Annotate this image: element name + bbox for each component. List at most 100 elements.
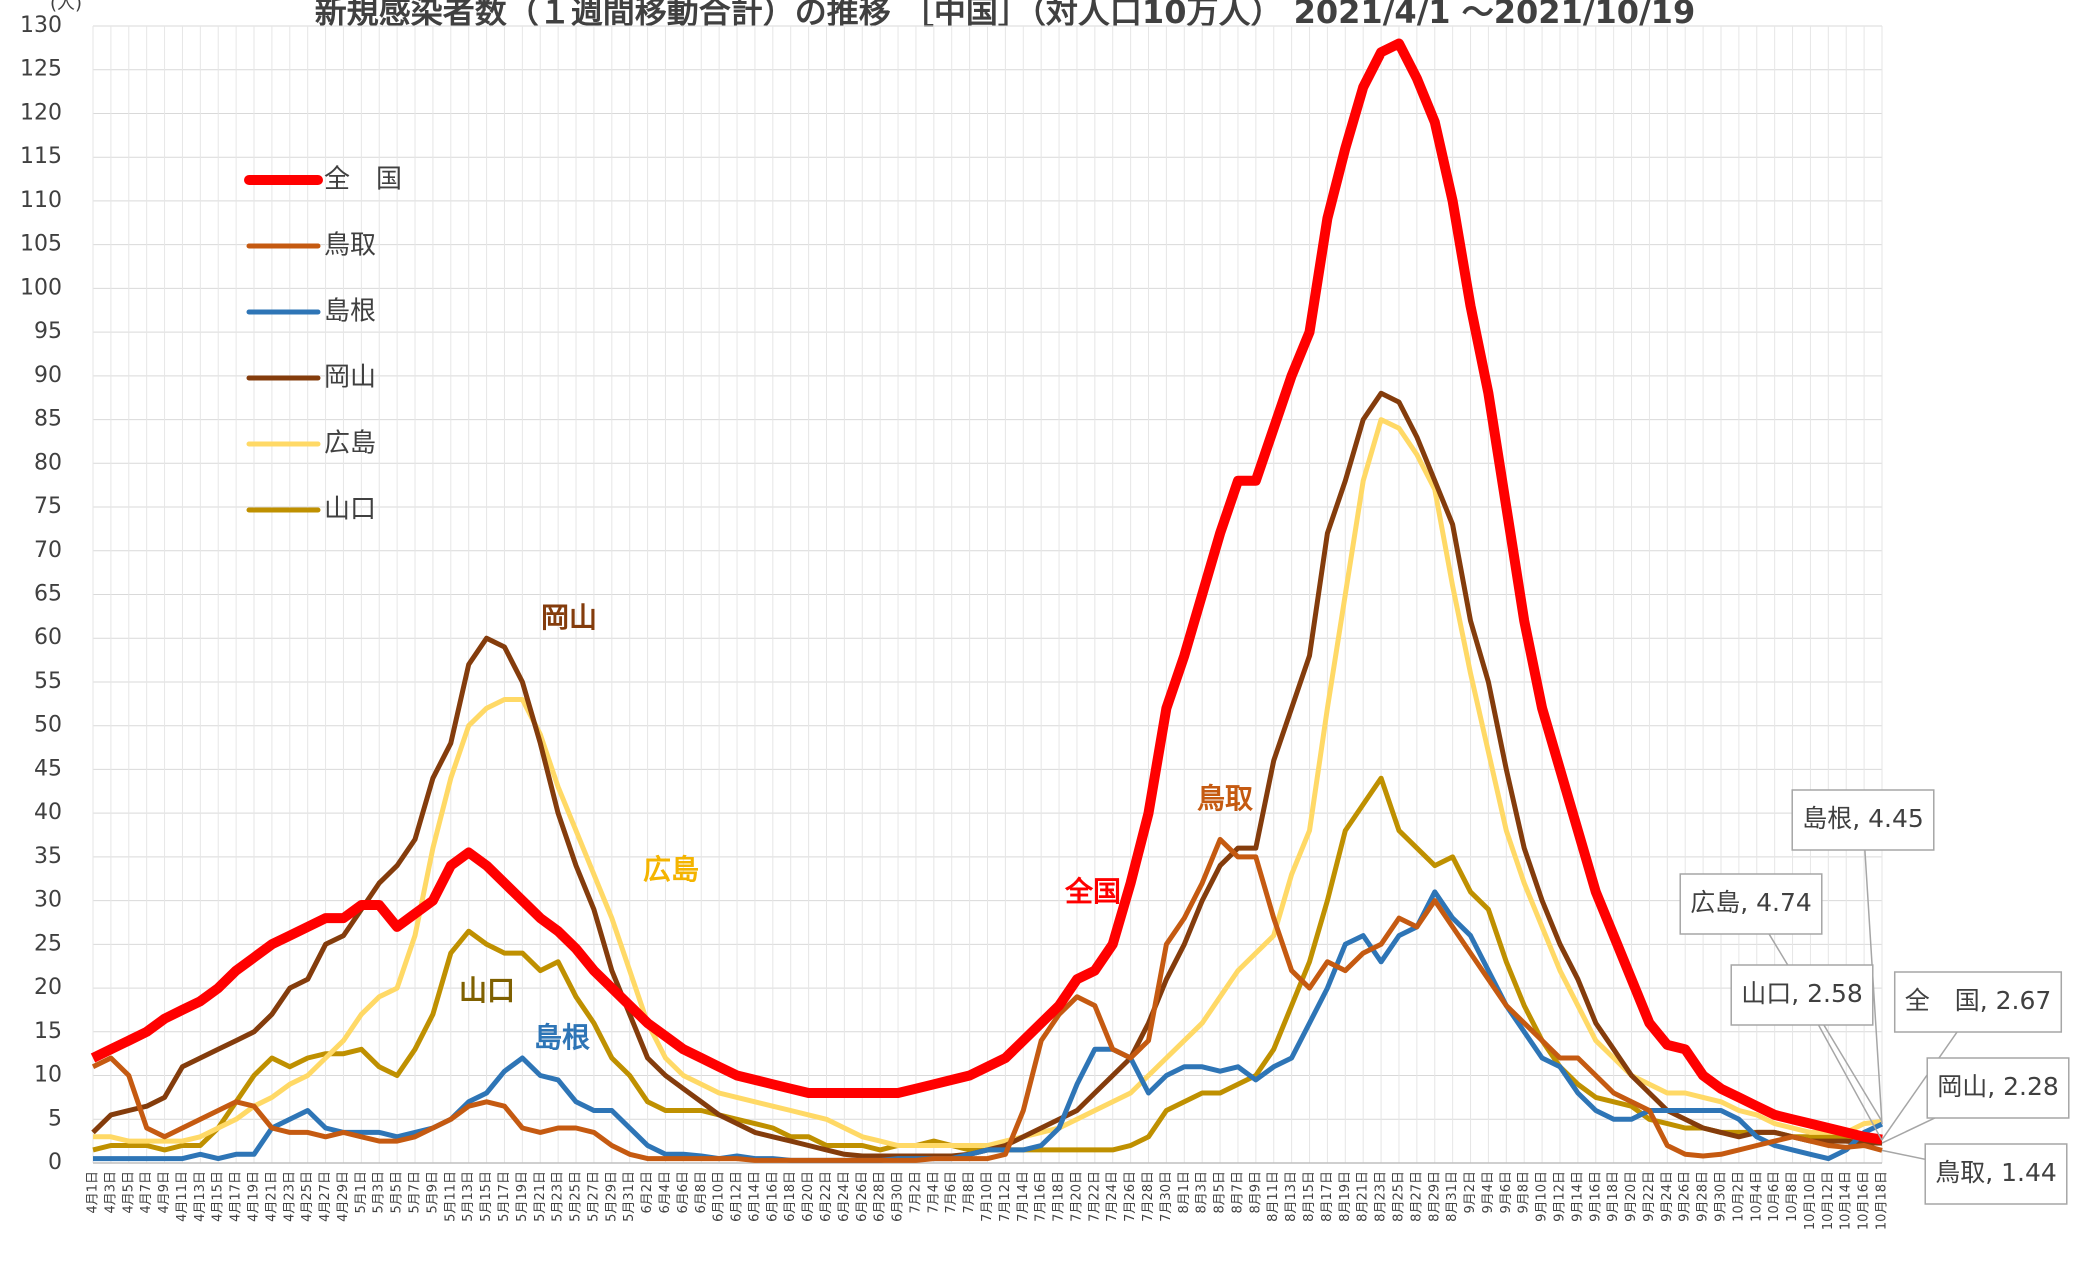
- x-tick-label: 10月4日: [1749, 1171, 1764, 1222]
- x-tick-label: 5月5日: [390, 1171, 405, 1214]
- y-tick-label: 65: [34, 582, 62, 607]
- y-tick-label: 90: [34, 363, 62, 388]
- y-tick-label: 115: [20, 144, 62, 169]
- x-tick-label: 7月22日: [1087, 1171, 1102, 1222]
- x-tick-label: 7月20日: [1069, 1171, 1084, 1222]
- y-axis-label: (人): [50, 0, 82, 14]
- x-tick-label: 8月13日: [1284, 1171, 1299, 1222]
- y-tick-label: 80: [34, 450, 62, 475]
- x-tick-label: 5月23日: [551, 1171, 566, 1222]
- y-tick-label: 40: [34, 800, 62, 825]
- series-line: [93, 889, 1884, 1163]
- y-tick-label: 75: [34, 494, 62, 519]
- annotation: 島根: [534, 1021, 590, 1054]
- x-tick-label: 8月1日: [1177, 1171, 1192, 1214]
- x-tick-label: 7月2日: [908, 1171, 923, 1214]
- x-tick-label: 7月16日: [1034, 1171, 1049, 1222]
- x-tick-label: 4月7日: [139, 1171, 154, 1214]
- x-tick-label: 9月26日: [1678, 1171, 1693, 1222]
- annotation: 岡山: [541, 601, 597, 634]
- x-tick-label: 9月20日: [1624, 1171, 1639, 1222]
- series-line: [93, 417, 1883, 1148]
- callout-label: 岡山, 2.28: [1937, 1072, 2059, 1101]
- x-tick-label: 8月15日: [1302, 1171, 1317, 1222]
- legend-label: 岡山: [324, 363, 376, 393]
- x-tick-label: 5月25日: [569, 1171, 584, 1222]
- x-tick-label: 10月18日: [1875, 1171, 1890, 1230]
- y-tick-label: 45: [34, 756, 62, 781]
- x-tick-label: 6月20日: [801, 1171, 816, 1222]
- x-tick-label: 10月2日: [1731, 1171, 1746, 1222]
- y-tick-label: 10: [34, 1063, 62, 1088]
- x-tick-label: 8月25日: [1391, 1171, 1406, 1222]
- y-tick-label: 110: [20, 188, 62, 213]
- x-tick-label: 8月31日: [1445, 1171, 1460, 1222]
- x-tick-label: 6月4日: [658, 1171, 673, 1214]
- x-tick-label: 5月21日: [533, 1171, 548, 1222]
- y-tick-label: 20: [34, 975, 62, 1000]
- x-tick-label: 10月12日: [1821, 1171, 1836, 1230]
- x-tick-label: 7月14日: [1016, 1171, 1031, 1222]
- y-tick-label: 125: [20, 57, 62, 82]
- y-tick-label: 25: [34, 931, 62, 956]
- x-tick-label: 6月6日: [676, 1171, 691, 1214]
- y-tick-label: 105: [20, 232, 62, 257]
- x-tick-label: 6月30日: [891, 1171, 906, 1222]
- x-tick-label: 9月16日: [1588, 1171, 1603, 1222]
- y-tick-label: 35: [34, 844, 62, 869]
- legend-label: 広島: [324, 429, 376, 459]
- x-tick-label: 5月15日: [479, 1171, 494, 1222]
- annotation: 全国: [1064, 875, 1121, 908]
- x-tick-label: 5月27日: [586, 1171, 601, 1222]
- x-tick-label: 5月13日: [461, 1171, 476, 1222]
- y-tick-label: 30: [34, 888, 62, 913]
- x-tick-label: 9月6日: [1499, 1171, 1514, 1214]
- x-tick-label: 5月3日: [372, 1171, 387, 1214]
- annotation: 鳥取: [1197, 782, 1253, 815]
- x-tick-label: 4月19日: [247, 1171, 262, 1222]
- x-tick-label: 6月22日: [819, 1171, 834, 1222]
- y-tick-label: 85: [34, 407, 62, 432]
- x-tick-label: 9月18日: [1606, 1171, 1621, 1222]
- x-tick-label: 9月24日: [1660, 1171, 1675, 1222]
- callout-box: [1924, 1143, 2068, 1205]
- x-tick-label: 4月5日: [121, 1171, 136, 1214]
- y-tick-label: 50: [34, 713, 62, 738]
- legend-label: 全 国: [324, 165, 402, 195]
- x-tick-label: 5月1日: [354, 1171, 369, 1214]
- x-tick-label: 4月29日: [336, 1171, 351, 1222]
- x-tick-label: 4月21日: [264, 1171, 279, 1222]
- x-tick-label: 9月28日: [1696, 1171, 1711, 1222]
- x-tick-label: 7月26日: [1123, 1171, 1138, 1222]
- legend-label: 鳥取: [324, 231, 376, 261]
- x-tick-label: 7月6日: [944, 1171, 959, 1214]
- x-tick-label: 8月17日: [1320, 1171, 1335, 1222]
- x-tick-label: 7月12日: [998, 1171, 1013, 1222]
- x-tick-label: 9月22日: [1642, 1171, 1657, 1222]
- x-tick-label: 6月28日: [873, 1171, 888, 1222]
- y-tick-label: 130: [20, 13, 62, 38]
- x-tick-label: 5月17日: [497, 1171, 512, 1222]
- x-tick-label: 7月4日: [926, 1171, 941, 1214]
- callout-box: [1730, 964, 1874, 1026]
- callout-box: [1679, 873, 1823, 935]
- series-line: [90, 38, 1883, 1145]
- callout-label: 鳥取, 1.44: [1935, 1158, 2057, 1187]
- y-tick-label: 60: [34, 625, 62, 650]
- callout-label: 山口, 2.58: [1741, 979, 1863, 1008]
- x-tick-label: 6月12日: [730, 1171, 745, 1222]
- x-tick-label: 7月28日: [1141, 1171, 1156, 1222]
- y-tick-label: 55: [34, 669, 62, 694]
- callout-label: 広島, 4.74: [1690, 888, 1812, 917]
- x-tick-label: 6月24日: [837, 1171, 852, 1222]
- x-tick-label: 7月30日: [1159, 1171, 1174, 1222]
- y-tick-label: 120: [20, 100, 62, 125]
- legend-label: 島根: [324, 297, 376, 327]
- x-tick-label: 8月7日: [1230, 1171, 1245, 1214]
- callout-box: [1791, 789, 1935, 851]
- x-tick-label: 5月9日: [425, 1171, 440, 1214]
- x-tick-label: 4月27日: [318, 1171, 333, 1222]
- annotation: 広島: [643, 853, 699, 886]
- callout-label: 全 国, 2.67: [1905, 986, 2052, 1015]
- x-tick-label: 9月8日: [1517, 1171, 1532, 1214]
